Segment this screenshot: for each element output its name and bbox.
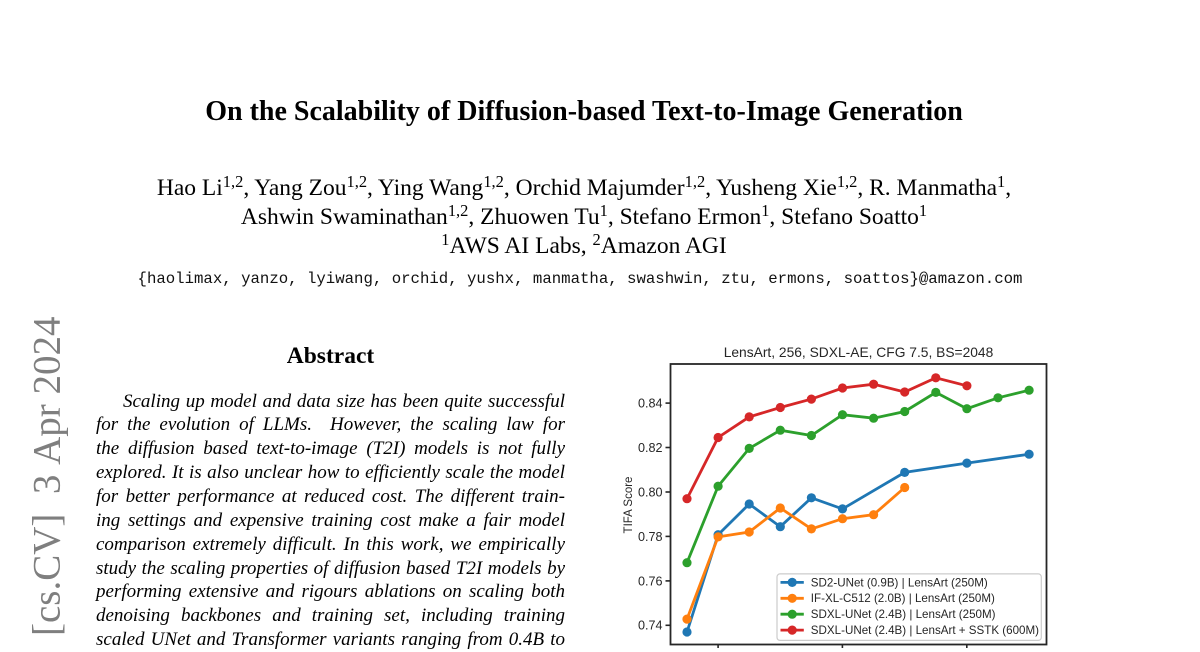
svg-text:SDXL-UNet (2.4B) | LensArt (25: SDXL-UNet (2.4B) | LensArt (250M) <box>811 608 996 621</box>
svg-text:0.74: 0.74 <box>638 619 663 633</box>
svg-text:0.84: 0.84 <box>638 397 663 411</box>
svg-text:[cs.CV] 3 Apr 2024: [cs.CV] 3 Apr 2024 <box>26 316 69 636</box>
svg-text:TIFA Score: TIFA Score <box>623 477 635 534</box>
svg-text:SD2-UNet (0.9B) | LensArt (250: SD2-UNet (0.9B) | LensArt (250M) <box>811 576 988 589</box>
svg-text:IF-XL-C512 (2.0B) | LensArt (2: IF-XL-C512 (2.0B) | LensArt (250M) <box>811 592 995 605</box>
svg-text:0.82: 0.82 <box>638 441 663 455</box>
svg-text:0.76: 0.76 <box>638 574 663 588</box>
svg-text:0.78: 0.78 <box>638 530 663 544</box>
svg-text:0.80: 0.80 <box>638 485 663 499</box>
svg-text:SDXL-UNet (2.4B) | LensArt + S: SDXL-UNet (2.4B) | LensArt + SSTK (600M) <box>811 624 1039 637</box>
svg-text:LensArt, 256, SDXL-AE, CFG 7.5: LensArt, 256, SDXL-AE, CFG 7.5, BS=2048 <box>724 345 994 360</box>
